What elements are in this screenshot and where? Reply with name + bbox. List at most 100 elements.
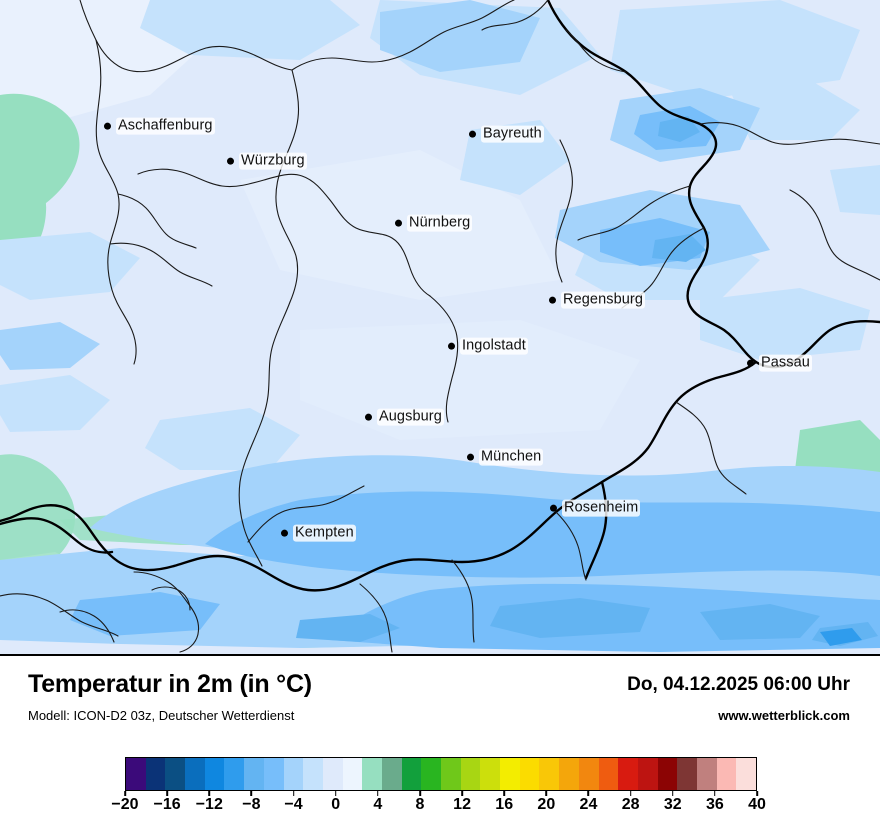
colorbar-segment	[224, 758, 245, 790]
colorbar-segment	[204, 758, 225, 790]
colorbar-tick-mark	[671, 791, 674, 796]
colorbar-tick-label: 8	[415, 796, 425, 813]
city-label: Kempten	[293, 524, 356, 542]
city-label: Aschaffenburg	[116, 117, 215, 135]
colorbar-segment	[598, 758, 619, 790]
city-marker-regensburg: Regensburg	[549, 291, 645, 309]
colorbar-ticks: −20 −16 −12 −8 −4 0 4 8 12 16 20 24 28 32 36 40	[111, 791, 766, 817]
city-dot	[281, 529, 288, 537]
city-marker-nuernberg: Nürnberg	[395, 214, 473, 232]
colorbar-tick-label: 12	[453, 796, 471, 813]
city-label: Nürnberg	[407, 214, 473, 232]
city-label: Rosenheim	[562, 499, 641, 517]
city-marker-wuerzburg: Würzburg	[227, 152, 307, 170]
colorbar-tick-label: 16	[495, 796, 514, 813]
city-marker-muenchen: München	[467, 448, 544, 466]
colorbar-tick-mark	[292, 791, 295, 796]
colorbar-segment	[578, 758, 599, 790]
model-subtitle: Modell: ICON-D2 03z, Deutscher Wetterdie…	[28, 708, 295, 723]
colorbar-tick-label: 36	[705, 796, 724, 813]
colorbar-segment	[283, 758, 304, 790]
colorbar-segment	[322, 758, 343, 790]
colorbar-segment	[401, 758, 422, 790]
colorbar-segment	[716, 758, 737, 790]
website-label: www.wetterblick.com	[718, 708, 850, 723]
colorbar-segment	[618, 758, 638, 790]
city-dot	[467, 453, 474, 461]
colorbar-tick-mark	[461, 791, 463, 796]
colorbar-tick-label: 24	[579, 796, 598, 813]
colorbar-segment	[539, 758, 560, 790]
city-label: Regensburg	[561, 291, 645, 309]
city-dot	[747, 359, 754, 367]
title-row: Temperatur in 2m (in °C) Modell: ICON-D2…	[0, 656, 880, 731]
colorbar-segment	[696, 758, 717, 790]
colorbar-segment	[480, 758, 501, 790]
colorbar-tick-mark	[629, 791, 632, 796]
city-dot	[469, 130, 476, 138]
colorbar-tick-mark	[377, 791, 379, 796]
colorbar-segment	[185, 758, 205, 790]
city-marker-augsburg: Augsburg	[365, 408, 444, 426]
colorbar-segment	[441, 758, 461, 790]
colorbar-segment	[126, 758, 146, 790]
colorbar-tick-label: −16	[153, 796, 181, 813]
footer-panel: Temperatur in 2m (in °C) Modell: ICON-D2…	[0, 656, 880, 830]
colorbar-segment	[421, 758, 441, 790]
city-dot	[448, 342, 455, 350]
city-dot	[395, 219, 402, 227]
city-dot	[365, 413, 372, 421]
weather-map-panel[interactable]: Aschaffenburg Würzburg Nürnberg Bayreuth…	[0, 0, 880, 656]
colorbar-tick-mark	[503, 791, 505, 796]
city-dot	[549, 296, 556, 304]
colorbar-tick-mark	[545, 791, 548, 796]
city-dot	[104, 122, 111, 130]
colorbar-segment	[244, 758, 264, 790]
colorbar-segment	[519, 758, 540, 790]
colorbar-tick-mark	[334, 791, 337, 796]
colorbar-segment	[145, 758, 166, 790]
colorbar-segment	[381, 758, 402, 790]
city-marker-kempten: Kempten	[281, 524, 356, 542]
colorbar-segment	[263, 758, 284, 790]
map-canvas	[0, 0, 880, 654]
colorbar-tick-label: 32	[663, 796, 682, 813]
colorbar-tick-mark	[714, 791, 716, 796]
colorbar-segment	[736, 758, 756, 790]
city-marker-rosenheim: Rosenheim	[550, 499, 641, 517]
colorbar-tick-mark	[419, 791, 421, 796]
colorbar-tick-label: 0	[331, 796, 341, 813]
city-label: Würzburg	[239, 152, 307, 170]
colorbar-tick-mark	[166, 791, 168, 796]
city-dot	[227, 157, 234, 165]
colorbar-segment	[165, 758, 186, 790]
city-marker-ingolstadt: Ingolstadt	[448, 337, 528, 355]
colorbar-tick-mark	[250, 791, 253, 796]
colorbar-tick-mark	[124, 791, 126, 796]
colorbar-tick-mark	[587, 791, 590, 796]
page-title: Temperatur in 2m (in °C)	[28, 670, 312, 698]
colorbar-segment	[677, 758, 697, 790]
colorbar-segment	[460, 758, 481, 790]
colorbar-tick-label: 20	[537, 796, 556, 813]
city-label: Augsburg	[377, 408, 444, 426]
colorbar-segment	[342, 758, 363, 790]
colorbar-segment	[657, 758, 678, 790]
colorbar-tick-label: 40	[748, 796, 766, 813]
colorbar-segment	[303, 758, 323, 790]
city-label: München	[479, 448, 544, 466]
city-marker-bayreuth: Bayreuth	[469, 125, 544, 143]
colorbar-tick-label: 28	[621, 796, 640, 813]
city-dot	[550, 504, 557, 512]
colorbar-gradient	[125, 757, 757, 791]
valid-timestamp: Do, 04.12.2025 06:00 Uhr	[627, 674, 850, 695]
colorbar-legend: −20 −16 −12 −8 −4 0 4 8 12 16 20 24 28 32 36 40	[111, 757, 766, 817]
colorbar-tick-mark	[756, 791, 758, 796]
city-label: Passau	[759, 354, 812, 372]
colorbar-tick-label: 4	[373, 796, 383, 813]
colorbar-tick-label: −8	[242, 796, 261, 813]
city-marker-passau: Passau	[747, 354, 812, 372]
colorbar-segment	[500, 758, 520, 790]
colorbar-segment	[637, 758, 658, 790]
colorbar-segment	[362, 758, 382, 790]
